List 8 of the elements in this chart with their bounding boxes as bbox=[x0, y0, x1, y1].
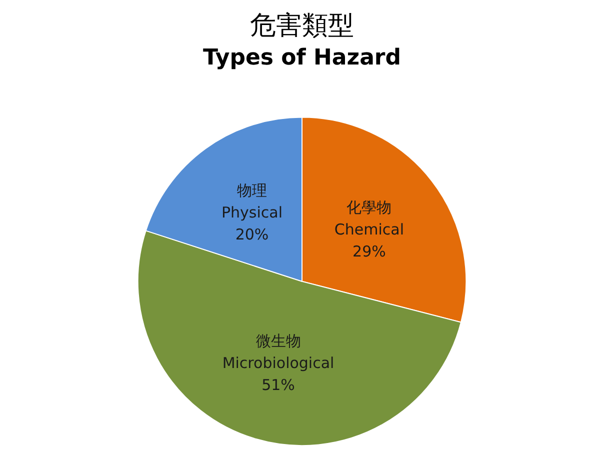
chart-title: 危害類型 bbox=[250, 11, 354, 41]
data-label: 29% bbox=[352, 242, 386, 260]
slice-label: 物理 Physical bbox=[221, 182, 283, 222]
slice-label: 微生物 Microbiological bbox=[222, 332, 334, 372]
slice-label: 化學物 Chemical bbox=[334, 198, 404, 238]
data-label: 51% bbox=[262, 376, 295, 394]
chart-subtitle: Types of Hazard bbox=[202, 46, 402, 70]
data-label: 20% bbox=[235, 226, 269, 244]
